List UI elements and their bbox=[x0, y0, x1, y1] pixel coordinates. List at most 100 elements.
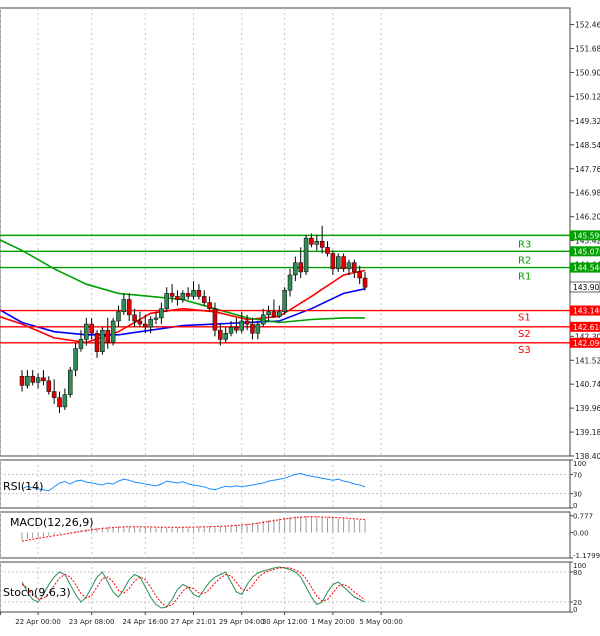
candle-body-bear bbox=[357, 271, 362, 279]
candlestick-layer bbox=[19, 225, 368, 414]
level-price-tag-text: 142.610 bbox=[573, 323, 600, 332]
candle-body-bull bbox=[159, 308, 164, 319]
time-axis-label: 27 Apr 21:01 bbox=[171, 618, 217, 626]
level-price-tag-s1 bbox=[570, 305, 600, 316]
candle-body-bull bbox=[303, 237, 309, 273]
level-label-s1: S1 bbox=[518, 313, 531, 324]
candle-body-bull bbox=[164, 293, 169, 309]
time-axis-label: 30 Apr 12:00 bbox=[262, 618, 308, 626]
level-price-tag-text: 144.540 bbox=[573, 264, 600, 273]
level-price-tag-s3 bbox=[570, 337, 600, 348]
rsi-tick-label: 30 bbox=[573, 491, 582, 499]
level-price-tag-text: 142.090 bbox=[573, 339, 600, 348]
candle-body-bull bbox=[110, 320, 116, 343]
candle-body-bull bbox=[282, 290, 287, 313]
price-tick-label: 147.760 bbox=[575, 165, 600, 174]
rsi-panel: 100 70 30 0 RSI(14) bbox=[0, 459, 586, 510]
grid-layer bbox=[0, 7, 571, 613]
candle-body-bull bbox=[100, 329, 105, 352]
macd-tick-label: 0.00 bbox=[573, 530, 589, 538]
candle-body-bull bbox=[67, 369, 73, 395]
time-axis-label: 5 May 00:00 bbox=[359, 618, 403, 626]
stoch-label: Stoch(9,6,3) bbox=[3, 586, 71, 599]
price-tick-label: 145.420 bbox=[575, 237, 600, 246]
stoch-tick-label: 0 bbox=[573, 606, 577, 614]
moving-average-line bbox=[0, 288, 366, 336]
time-axis-label: 1 May 20:00 bbox=[311, 618, 355, 626]
price-tick-label: 146.200 bbox=[575, 213, 600, 222]
candle-body-bear bbox=[196, 290, 202, 297]
price-tick-label: 151.680 bbox=[575, 45, 600, 54]
candle-body-bear bbox=[126, 299, 132, 316]
time-axis-label: 23 Apr 08:00 bbox=[69, 618, 115, 626]
candle-body-bear bbox=[218, 329, 223, 340]
candle-body-bear bbox=[94, 333, 100, 352]
price-tick-label: 138.400 bbox=[575, 452, 600, 461]
time-axis-label: 17 Apr 16:00 bbox=[0, 618, 1, 626]
candle-body-bull bbox=[62, 394, 68, 408]
candle-body-bull bbox=[116, 311, 121, 322]
macd-signal-line bbox=[21, 516, 366, 542]
candle-body-bull bbox=[266, 311, 271, 316]
level-price-tag-r2 bbox=[570, 246, 600, 257]
candle-body-bear bbox=[271, 311, 277, 317]
candle-body-bear bbox=[51, 391, 57, 398]
current-price-text: 143.908 bbox=[573, 283, 600, 292]
price-tick-label: 139.180 bbox=[575, 428, 600, 437]
stoch-tick-label: 100 bbox=[573, 562, 586, 570]
price-axis-layer: 152.460 151.680 150.900 150.120 149.320 148.5… bbox=[569, 21, 600, 461]
rsi-tick-label: 70 bbox=[573, 471, 582, 479]
candle-body-bull bbox=[287, 274, 293, 291]
candle-body-bear bbox=[169, 293, 175, 297]
level-label-r2: R2 bbox=[518, 255, 531, 266]
candle-body-bear bbox=[19, 375, 25, 386]
candle-body-bear bbox=[212, 308, 218, 331]
candle-body-bear bbox=[298, 262, 303, 273]
price-tick-label: 146.980 bbox=[575, 189, 600, 198]
candle-body-bull bbox=[35, 377, 41, 383]
level-label-r3: R3 bbox=[518, 239, 531, 250]
candle-body-bear bbox=[309, 237, 314, 245]
macd-tick-label: -1.1799 bbox=[573, 552, 600, 560]
candle-body-bull bbox=[148, 319, 153, 328]
candle-body-bull bbox=[277, 311, 282, 317]
candle-body-bear bbox=[89, 323, 94, 334]
time-axis-layer: 17 Apr 16:00 22 Apr 00:00 23 Apr 08:00 24 A… bbox=[0, 612, 403, 626]
candle-body-bull bbox=[180, 293, 186, 300]
macd-label: MACD(12,26,9) bbox=[10, 516, 94, 529]
time-axis-label: 24 Apr 16:00 bbox=[122, 618, 168, 626]
candle-body-bear bbox=[175, 296, 180, 300]
level-price-tag-s2 bbox=[570, 321, 600, 332]
stoch-signal-line bbox=[21, 566, 366, 608]
price-tick-label: 139.960 bbox=[575, 404, 600, 413]
candle-body-bear bbox=[330, 253, 336, 270]
price-tick-label: 142.300 bbox=[575, 332, 600, 341]
level-label-s2: S2 bbox=[518, 329, 531, 340]
price-tick-label: 140.740 bbox=[575, 380, 600, 389]
candle-body-bear bbox=[41, 377, 46, 382]
candle-body-bull bbox=[260, 314, 266, 325]
price-tick-label: 149.320 bbox=[575, 117, 600, 126]
candle-body-bull bbox=[121, 299, 127, 313]
level-price-tag-text: 145.070 bbox=[573, 247, 600, 256]
level-price-tag-r1 bbox=[570, 262, 600, 273]
candle-body-bear bbox=[201, 296, 207, 303]
candle-body-bear bbox=[57, 397, 62, 408]
macd-panel: 0.777 0.00 -1.1799 MACD(12,26,9) bbox=[10, 513, 600, 560]
candle-body-bear bbox=[132, 314, 137, 322]
candle-body-bull bbox=[223, 333, 228, 340]
candle-body-bear bbox=[362, 277, 368, 288]
candle-body-bear bbox=[352, 262, 357, 273]
candle-body-bear bbox=[46, 380, 52, 392]
level-price-tag-r3 bbox=[570, 230, 600, 241]
level-price-tag-text: 143.140 bbox=[573, 307, 600, 316]
candle-body-bull bbox=[293, 262, 298, 276]
candle-body-bear bbox=[319, 240, 325, 248]
candle-body-bull bbox=[84, 323, 89, 340]
candle-body-bull bbox=[335, 256, 341, 270]
level-label-r1: R1 bbox=[518, 272, 531, 283]
rsi-line bbox=[21, 472, 366, 492]
